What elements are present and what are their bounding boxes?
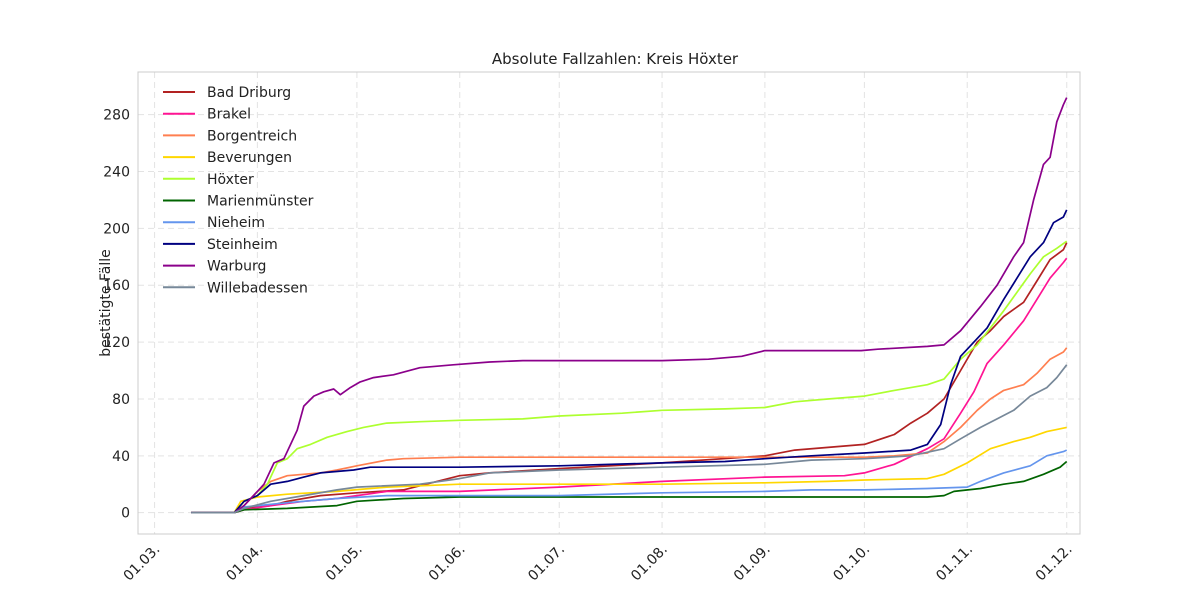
y-axis-label: bestätigte Fälle <box>98 249 114 356</box>
series-line-h-xter <box>191 240 1068 514</box>
legend-label: Höxter <box>207 172 254 188</box>
legend-label: Warburg <box>207 259 266 275</box>
x-tick-label: 01.10. <box>830 542 873 585</box>
legend-label: Nieheim <box>207 215 265 231</box>
x-tick-label: 01.07. <box>525 542 568 585</box>
series-line-brakel <box>191 257 1068 514</box>
x-tick-label: 01.05. <box>323 542 366 585</box>
y-tick-label: 240 <box>103 165 130 181</box>
y-tick-label: 200 <box>103 221 130 237</box>
series-line-willebadessen <box>191 364 1068 514</box>
y-tick-label: 160 <box>103 278 130 294</box>
x-tick-label: 01.03. <box>121 542 164 585</box>
legend-item: Willebadessen <box>163 280 308 296</box>
series-line-beverungen <box>191 426 1067 514</box>
y-tick-label: 280 <box>103 108 130 124</box>
x-tick-label: 01.11. <box>933 542 976 585</box>
y-axis-ticks: 0 40 80 120 160 200 240 280 <box>103 108 130 522</box>
y-tick-label: 120 <box>103 335 130 351</box>
series-line-steinheim <box>191 209 1068 514</box>
x-tick-label: 01.08. <box>628 542 671 585</box>
x-tick-label: 01.04. <box>223 542 266 585</box>
grid <box>138 72 1080 534</box>
legend-item: Höxter <box>163 172 254 188</box>
series-line-marienm-nster <box>191 460 1068 514</box>
series-line-borgentreich <box>191 347 1068 514</box>
series-line-bad-driburg <box>191 242 1068 514</box>
legend-item: Marienmünster <box>163 194 314 210</box>
x-tick-label: 01.12. <box>1033 542 1076 585</box>
series-line-warburg <box>191 97 1068 514</box>
x-axis-ticks: 01.03. 01.04. 01.05. 01.06. 01.07. 01.08. 01.0… <box>121 542 1076 585</box>
legend-label: Beverungen <box>207 150 292 166</box>
legend-item: Bad Driburg <box>163 85 291 101</box>
y-tick-label: 80 <box>112 392 130 408</box>
x-tick-label: 01.06. <box>426 542 469 585</box>
legend-label: Steinheim <box>207 237 278 253</box>
legend: Bad Driburg Brakel Borgentreich Beverungen H… <box>163 85 314 296</box>
legend-label: Brakel <box>207 107 251 123</box>
legend-item: Warburg <box>163 259 266 275</box>
legend-item: Steinheim <box>163 237 278 253</box>
legend-label: Borgentreich <box>207 128 297 144</box>
chart-title: Absolute Fallzahlen: Kreis Höxter <box>492 50 739 68</box>
plot-area <box>137 71 1081 535</box>
x-tick-label: 01.09. <box>731 542 774 585</box>
legend-item: Brakel <box>163 107 251 123</box>
series-line-nieheim <box>191 449 1068 514</box>
legend-label: Bad Driburg <box>207 85 291 101</box>
legend-label: Willebadessen <box>207 280 308 296</box>
legend-item: Nieheim <box>163 215 265 231</box>
series-lines <box>191 97 1068 514</box>
legend-label: Marienmünster <box>207 194 314 210</box>
y-tick-label: 40 <box>112 449 130 465</box>
y-tick-label: 0 <box>121 506 130 522</box>
legend-item: Borgentreich <box>163 128 297 144</box>
legend-item: Beverungen <box>163 150 292 166</box>
